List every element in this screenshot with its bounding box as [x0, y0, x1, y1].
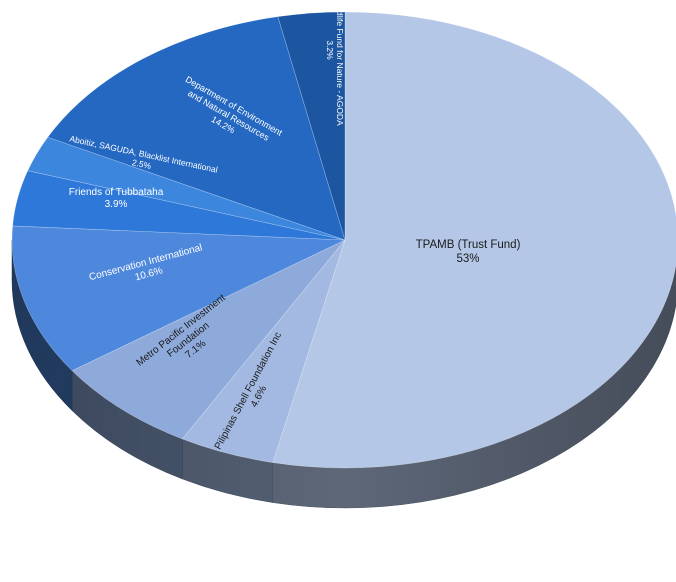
pie-top — [11, 11, 676, 469]
pie-slice-5 — [27, 136, 346, 241]
pie-slice-7 — [277, 11, 346, 241]
slice-value-5: 2.5% — [131, 157, 152, 171]
pie-slice-4 — [12, 170, 346, 241]
slice-name-4: Friends of Tubbataha — [69, 187, 164, 198]
pie-slice-1 — [181, 239, 346, 463]
pie-slice-2 — [71, 239, 346, 440]
slice-name-7: World Wildlife Fund for Nature - AGODA — [335, 0, 345, 126]
slice-label-0: TPAMB (Trust Fund) 53% — [416, 239, 521, 265]
slice-value-4: 3.9% — [105, 199, 128, 210]
pie-slice-6 — [47, 16, 346, 241]
slice-label-4: Friends of Tubbataha 3.9% — [69, 187, 164, 210]
slice-value-0: 53% — [456, 253, 479, 265]
slice-label-7: World Wildlife Fund for Nature - AGODA3.… — [325, 0, 345, 126]
pie-side-shading — [12, 240, 676, 508]
pie-slice-3 — [11, 225, 346, 372]
pie-side-walls — [11, 239, 676, 509]
slice-value-7: 3.2% — [325, 40, 335, 60]
slice-name-0: TPAMB (Trust Fund) — [416, 239, 521, 251]
pie-slice-0 — [272, 11, 676, 469]
